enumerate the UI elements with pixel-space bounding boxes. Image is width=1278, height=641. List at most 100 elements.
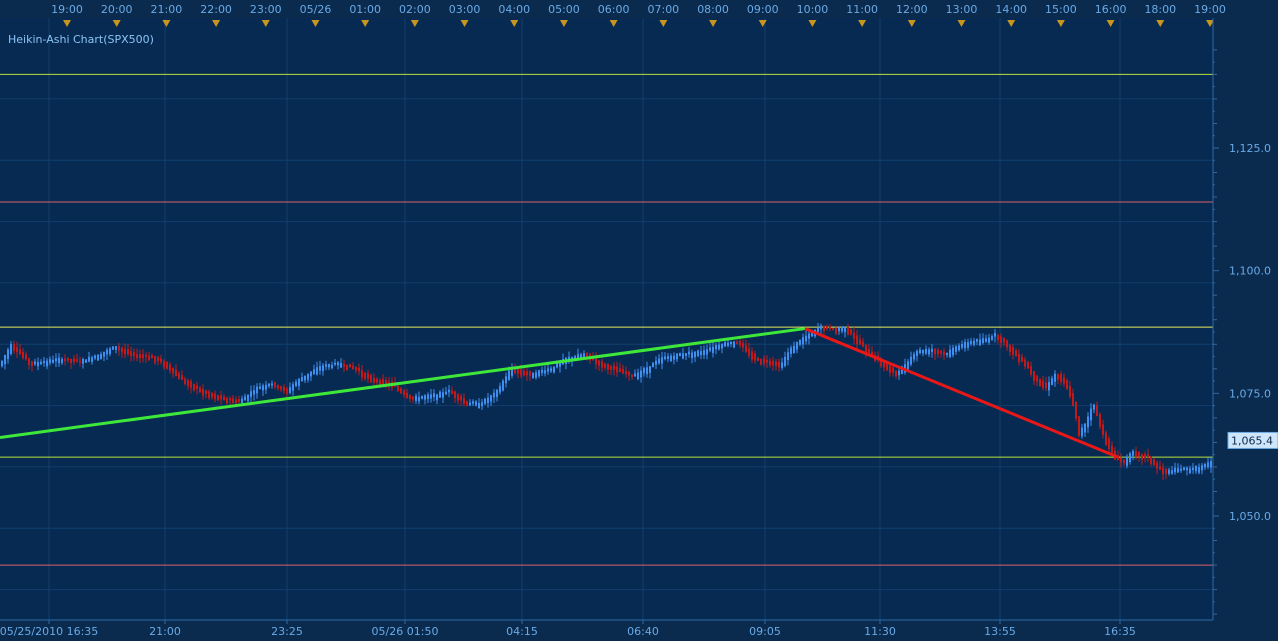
candle-body (1099, 414, 1101, 427)
candle-body (472, 401, 474, 404)
candle-body (307, 373, 309, 380)
trend-lines[interactable] (0, 327, 1119, 459)
candle-body (148, 355, 150, 361)
candle-body (643, 368, 645, 374)
candle-body (1045, 382, 1047, 389)
candle-body (283, 386, 285, 391)
candle-body (916, 350, 918, 357)
candle-body (997, 334, 999, 340)
candle-body (406, 392, 408, 398)
top-tick-label: 19:00 (51, 3, 83, 16)
candle-body (655, 360, 657, 365)
candle-body (43, 360, 45, 364)
candle-body (121, 347, 123, 353)
candle-body (1000, 336, 1002, 344)
candle-body (286, 388, 288, 394)
candle-body (895, 370, 897, 377)
candle-body (124, 348, 126, 355)
candle-body (217, 395, 219, 401)
candle-body (130, 351, 132, 357)
top-tick-label: 15:00 (1045, 3, 1077, 16)
candle-body (1150, 456, 1152, 464)
bottom-tick-label: 21:00 (149, 625, 181, 638)
top-tick-label: 23:00 (250, 3, 282, 16)
candle-body (1087, 416, 1089, 428)
candle-body (409, 394, 411, 399)
top-tick-label: 03:00 (449, 3, 481, 16)
candle-body (760, 359, 762, 365)
candle-body (1156, 462, 1158, 469)
candle-body (1036, 375, 1038, 382)
candle-body (280, 386, 282, 390)
candle-body (910, 356, 912, 365)
candle-body (493, 392, 495, 398)
candle-body (112, 346, 114, 350)
candle-body (685, 353, 687, 357)
candle-body (892, 367, 894, 373)
bottom-tick-label: 09:05 (749, 625, 781, 638)
candle-body (73, 358, 75, 363)
candle-body (445, 391, 447, 395)
trend-line[interactable] (0, 327, 806, 439)
candle-body (850, 329, 852, 335)
candle-body (37, 361, 39, 367)
candle-body (415, 395, 417, 401)
candle-body (199, 387, 201, 393)
candle-body (67, 357, 69, 361)
trend-line[interactable] (804, 327, 1119, 459)
candle-body (628, 371, 630, 376)
candle-body (481, 402, 483, 407)
candle-body (268, 383, 270, 387)
candle-body (796, 341, 798, 350)
candle-body (985, 338, 987, 342)
candle-body (1, 360, 3, 367)
candle-body (697, 350, 699, 356)
candle-body (1111, 445, 1113, 453)
candle-body (433, 393, 435, 398)
candle-body (403, 390, 405, 395)
candle-body (145, 354, 147, 357)
top-tick-label: 02:00 (399, 3, 431, 16)
candle-body (1030, 366, 1032, 375)
candle-body (430, 394, 432, 399)
candle-body (478, 402, 480, 409)
candle-body (1051, 378, 1053, 385)
candle-body (511, 368, 513, 376)
candle-body (262, 385, 264, 391)
candle-body (1003, 337, 1005, 343)
candle-body (625, 371, 627, 375)
top-tick-label: 05:00 (548, 3, 580, 16)
top-tick-label: 22:00 (200, 3, 232, 16)
candle-body (349, 363, 351, 368)
price-tick-label: 1,075.0 (1229, 387, 1271, 400)
candle-body (91, 357, 93, 362)
candle-body (544, 370, 546, 374)
candle-body (550, 368, 552, 372)
candle-body (241, 398, 243, 403)
time-marker-icon (63, 20, 71, 27)
candle-body (502, 380, 504, 391)
candle-body (334, 362, 336, 365)
candle-body (1066, 380, 1068, 390)
candle-body (601, 360, 603, 368)
top-tick-label: 12:00 (896, 3, 928, 16)
candle-body (289, 387, 291, 393)
candle-body (1054, 373, 1056, 382)
bottom-tick-label: 13:55 (984, 625, 1016, 638)
candle-body (337, 362, 339, 366)
candle-body (103, 351, 105, 357)
candle-body (85, 359, 87, 363)
bottom-tick-label: 11:30 (864, 625, 896, 638)
top-time-axis: 19:00 20:00 21:00 22:00 23:00 05/26 01:00 02:00… (0, 0, 1278, 27)
candle-body (682, 353, 684, 359)
candle-body (1180, 468, 1182, 471)
candle-body (418, 396, 420, 402)
candle-body (967, 342, 969, 348)
candle-body (907, 361, 909, 371)
candle-body (883, 361, 885, 368)
time-marker-icon (559, 20, 568, 27)
candle-body (331, 364, 333, 369)
candle-body (244, 396, 246, 401)
price-tick-label: 1,050.0 (1229, 510, 1271, 523)
candle-body (364, 372, 366, 379)
